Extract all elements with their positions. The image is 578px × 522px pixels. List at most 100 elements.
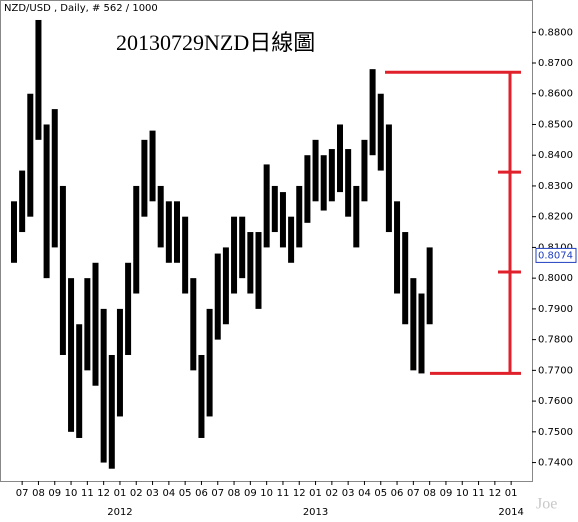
y-tick-label: 0.8000 [538,273,573,284]
x-tick-label: 07 [211,488,224,499]
y-tick-label: 0.8700 [538,58,573,69]
x-tick-label: 08 [423,488,436,499]
price-bar [353,185,360,248]
price-bar [174,201,180,263]
price-bar [271,185,278,233]
x-tick-label: 10 [260,488,273,499]
x-tick-label: 09 [48,488,61,499]
x-tick-label: 12 [488,488,501,499]
x-tick-label: 06 [391,488,404,499]
price-bar [255,232,262,309]
x-tick-label: 02 [325,488,338,499]
y-tick-label: 0.8300 [538,181,573,192]
x-tick-label: 09 [440,488,453,499]
x-tick-label: 09 [244,488,257,499]
x-tick-label: 07 [16,488,29,499]
price-bar [426,247,433,325]
price-bar [206,308,213,417]
price-bar [418,293,425,374]
price-bar [19,170,26,233]
y-tick-label: 0.8500 [538,119,573,130]
price-bar [263,164,270,248]
x-tick-label: 04 [358,488,371,499]
price-bar [410,278,417,371]
watermark: Joe [536,496,557,513]
x-tick-label: 11 [472,488,485,499]
y-tick-label: 0.8200 [538,212,573,223]
price-bar [92,262,99,386]
price-bar [369,69,376,156]
x-tick-label: 04 [162,488,175,499]
price-bar [337,124,343,193]
x-tick-label: 03 [146,488,159,499]
year-label: 2012 [107,507,132,518]
x-tick-label: 11 [81,488,94,499]
x-tick-label: 05 [179,488,192,499]
price-bar [214,253,221,340]
x-tick-label: 12 [97,488,110,499]
header: NZD/USD , Daily, # 562 / 1000 [4,3,158,14]
x-tick-label: 08 [32,488,45,499]
y-tick-label: 0.7500 [538,427,573,438]
x-tick-label: 05 [374,488,387,499]
x-tick-label: 07 [407,488,420,499]
y-tick-label: 0.8800 [538,27,573,38]
price-bar [328,149,335,202]
last-value-box [535,247,577,263]
x-tick-label: 06 [195,488,208,499]
x-tick-label: 12 [293,488,306,499]
y-tick-label: 0.7800 [538,335,573,346]
x-tick-label: 08 [228,488,241,499]
price-bar [141,139,148,217]
price-bar [296,185,303,248]
y-tick-label: 0.8600 [538,89,573,100]
y-tick-label: 0.7400 [538,458,573,469]
price-bar [125,262,132,355]
price-bar [239,216,246,279]
price-bar [149,130,156,202]
price-bar [43,124,50,279]
x-tick-label: 10 [456,488,469,499]
y-tick-label: 0.8400 [538,150,573,161]
year-label: 2013 [303,507,328,518]
price-bar [51,109,58,248]
x-tick-label: 03 [342,488,355,499]
price-bar [385,124,392,233]
x-tick-label: 01 [114,488,127,499]
price-bar [377,93,384,171]
y-tick-label: 0.7600 [538,396,573,407]
price-bar [231,216,238,294]
price-bar [133,185,140,294]
year-label: 2014 [498,507,523,518]
price-bar [312,139,319,202]
price-bar [108,354,115,469]
y-tick-label: 0.7700 [538,365,573,376]
price-bar [100,308,107,463]
price-bar [279,192,286,248]
price-bar [402,232,409,325]
x-tick-label: 11 [277,488,290,499]
price-bar [84,278,91,371]
price-bar [27,93,34,217]
price-bar [11,201,17,263]
x-tick-label: 02 [130,488,143,499]
price-bar [198,354,205,438]
price-bar [320,155,327,211]
y-tick-label: 0.7900 [538,304,573,315]
price-bar [304,155,311,223]
price-bar [76,324,83,438]
chart-title: 20130729NZD日線圖 [116,30,315,55]
last-value-label: 0.8074 [538,250,573,261]
price-bar [222,247,229,325]
price-bar [288,216,295,263]
price-bar [68,278,75,432]
price-bar [116,308,123,417]
price-bar [394,201,401,294]
price-bar [345,149,352,217]
price-bar [165,201,172,263]
x-tick-label: 10 [65,488,78,499]
price-bar [361,139,368,202]
price-bar [59,185,66,355]
x-tick-label: 01 [505,488,518,499]
